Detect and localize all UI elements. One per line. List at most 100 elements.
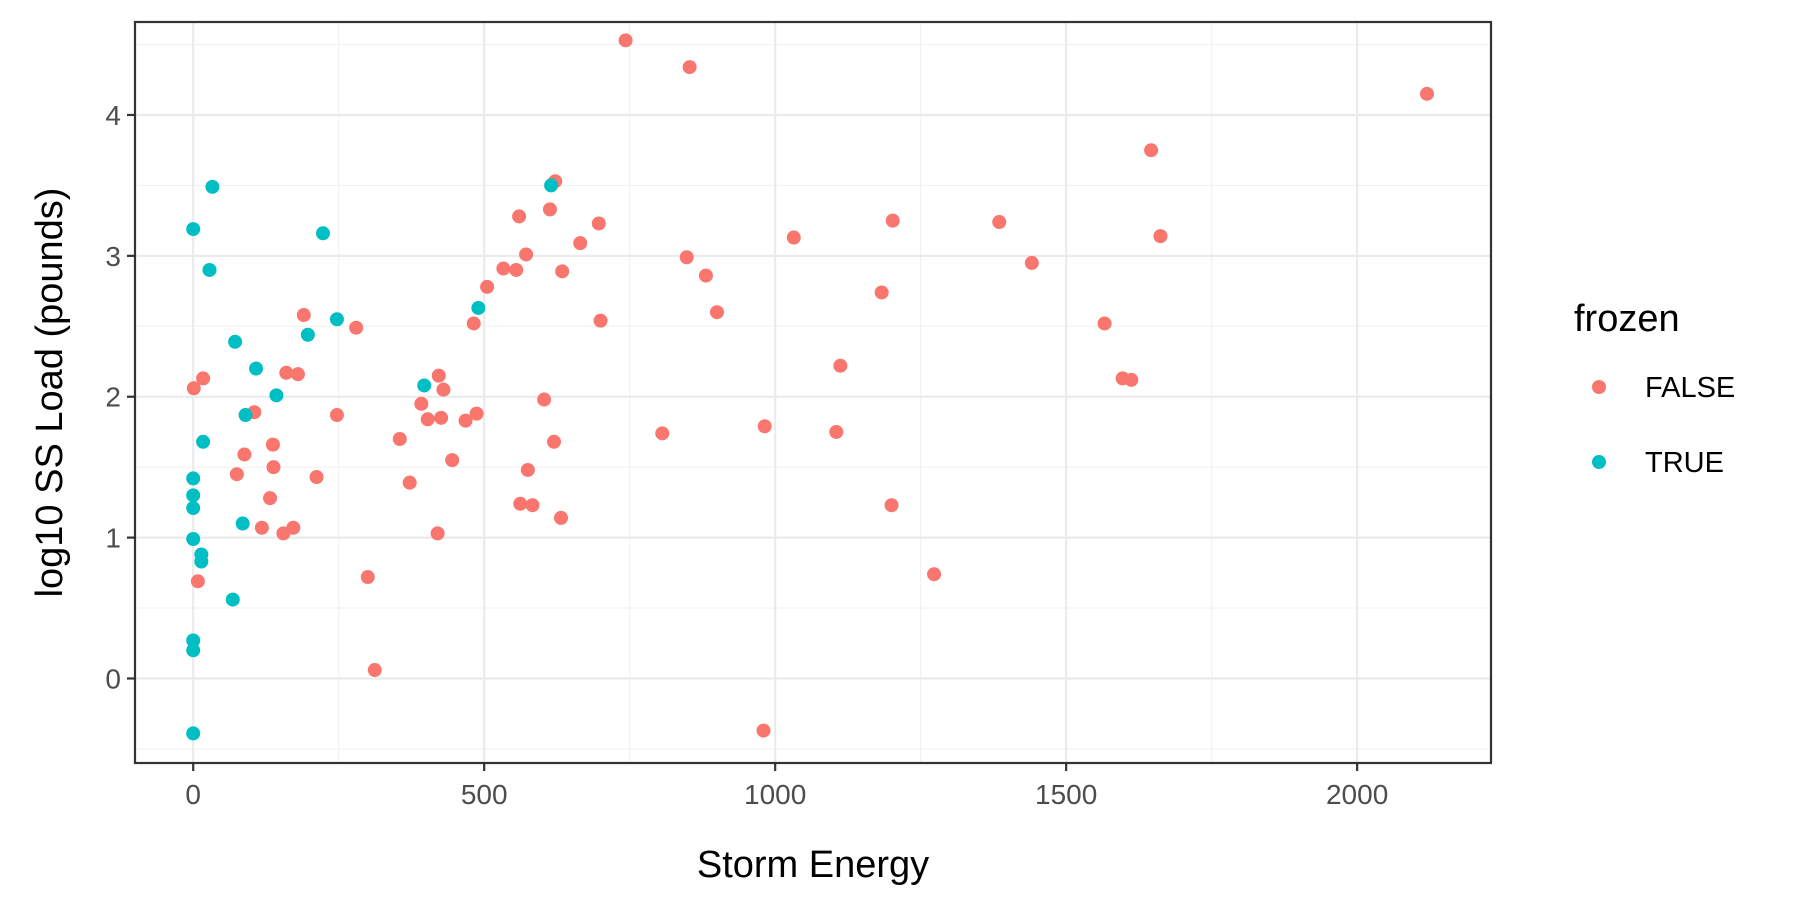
data-point-false xyxy=(420,412,435,427)
data-point-false xyxy=(885,213,900,228)
data-point-false xyxy=(186,381,201,396)
data-point-false xyxy=(431,368,446,383)
data-point-false xyxy=(1153,229,1168,244)
data-point-false xyxy=(263,491,278,506)
data-point-false xyxy=(509,262,524,277)
data-point-false xyxy=(265,437,280,452)
data-point-false xyxy=(555,264,570,279)
data-point-false xyxy=(591,216,606,231)
x-axis-title: Storm Energy xyxy=(697,844,929,886)
data-point-true xyxy=(194,547,209,562)
data-point-false xyxy=(286,520,301,535)
data-point-false xyxy=(349,320,364,335)
data-point-false xyxy=(833,358,848,373)
data-point-false xyxy=(254,520,269,535)
data-point-false xyxy=(757,419,772,434)
data-point-false xyxy=(519,247,534,262)
series-false xyxy=(186,33,1434,738)
data-point-true xyxy=(186,501,201,516)
data-point-false xyxy=(445,453,460,468)
data-point-true xyxy=(225,592,240,607)
data-point-true xyxy=(186,222,201,237)
data-point-false xyxy=(367,663,382,678)
data-point-false xyxy=(682,60,697,75)
data-point-false xyxy=(414,396,429,411)
data-point-false xyxy=(992,215,1007,230)
data-point-false xyxy=(554,510,569,525)
x-tick-label: 2000 xyxy=(1326,779,1388,810)
data-point-false xyxy=(874,285,889,300)
legend-entries: FALSE TRUE xyxy=(1592,372,1735,479)
points-layer xyxy=(186,33,1434,741)
data-point-true xyxy=(186,532,201,547)
data-point-false xyxy=(679,250,694,265)
data-point-false xyxy=(756,723,771,738)
data-point-true xyxy=(186,471,201,486)
data-point-false xyxy=(884,498,899,513)
data-point-false xyxy=(513,496,528,511)
axis-layer: 0 500 1000 1500 2000 0 1 2 3 4 xyxy=(105,100,1388,810)
data-point-false xyxy=(593,313,608,328)
data-point-false xyxy=(537,392,552,407)
legend-title: frozen xyxy=(1574,298,1680,340)
data-point-true xyxy=(205,179,220,194)
data-point-false xyxy=(469,406,484,421)
data-point-false xyxy=(466,316,481,331)
data-point-false xyxy=(458,413,473,428)
data-point-true xyxy=(235,516,250,531)
data-point-true xyxy=(228,334,243,349)
data-point-true xyxy=(196,434,211,449)
data-point-false xyxy=(927,567,942,582)
legend-label-true: TRUE xyxy=(1645,447,1724,479)
data-point-false xyxy=(266,460,281,475)
data-point-false xyxy=(525,498,540,513)
y-tick-label: 0 xyxy=(105,663,121,694)
data-point-true xyxy=(417,378,432,393)
data-point-false xyxy=(573,236,588,251)
data-point-true xyxy=(315,226,330,241)
x-tick-label: 500 xyxy=(461,779,508,810)
data-point-false xyxy=(1144,143,1159,158)
data-point-false xyxy=(430,526,445,541)
legend-key-false xyxy=(1592,380,1606,394)
data-point-false xyxy=(436,382,451,397)
data-point-true xyxy=(300,327,315,342)
data-point-true xyxy=(186,643,201,658)
data-point-false xyxy=(520,462,535,477)
data-point-true xyxy=(329,312,344,327)
y-tick-label: 4 xyxy=(105,100,121,131)
data-point-true xyxy=(471,300,486,315)
data-point-true xyxy=(269,388,284,403)
data-point-false xyxy=(360,570,375,585)
data-point-false xyxy=(786,230,801,245)
x-tick-label: 1500 xyxy=(1035,779,1097,810)
data-point-true xyxy=(186,488,201,503)
grid-layer xyxy=(135,22,1491,763)
data-point-false xyxy=(496,261,511,276)
data-point-true xyxy=(238,408,253,423)
data-point-false xyxy=(480,279,495,294)
legend-key-true xyxy=(1592,455,1606,469)
data-point-false xyxy=(709,305,724,320)
data-point-false xyxy=(698,268,713,283)
data-point-false xyxy=(434,410,449,425)
data-point-false xyxy=(279,365,294,380)
data-point-false xyxy=(512,209,527,224)
data-point-false xyxy=(829,424,844,439)
data-point-false xyxy=(542,202,557,217)
data-point-false xyxy=(655,426,670,441)
y-tick-label: 3 xyxy=(105,241,121,272)
data-point-false xyxy=(402,475,417,490)
legend: frozen FALSE TRUE xyxy=(1574,298,1735,479)
legend-label-false: FALSE xyxy=(1645,372,1735,404)
y-tick-label: 1 xyxy=(105,523,121,554)
data-point-false xyxy=(1097,316,1112,331)
data-point-false xyxy=(329,408,344,423)
x-tick-label: 0 xyxy=(185,779,201,810)
data-point-false xyxy=(296,308,311,323)
data-point-false xyxy=(392,431,407,446)
data-point-false xyxy=(1024,255,1039,270)
y-axis-title: log10 SS Load (pounds) xyxy=(29,188,71,598)
